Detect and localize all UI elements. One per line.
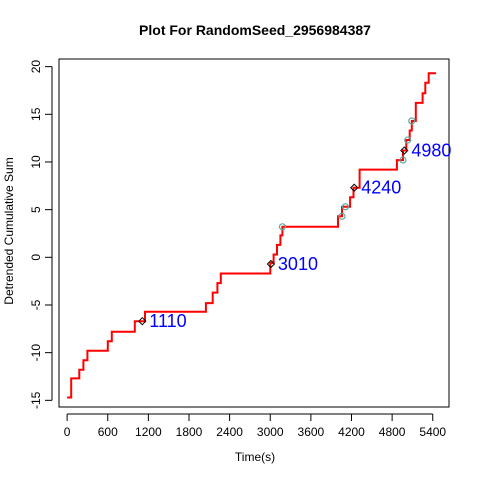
y-tick-label: 20 — [29, 60, 43, 74]
y-axis: -15 -10 -5 0 5 10 15 20 — [29, 60, 53, 409]
change-point-marker — [350, 183, 359, 192]
secondary-marker — [399, 156, 407, 164]
change-point-label: 4240 — [361, 178, 401, 198]
secondary-marker — [338, 212, 346, 220]
annotation-layer: 1110 3010 4240 4980 — [149, 141, 451, 332]
x-tick-label: 1800 — [176, 425, 203, 439]
y-tick-label: -10 — [29, 344, 43, 362]
series-line — [67, 72, 437, 399]
chart-title: Plot For RandomSeed_2956984387 — [139, 22, 371, 38]
change-point-marker — [266, 259, 276, 269]
x-tick-label: 1200 — [135, 425, 162, 439]
change-point-marker — [400, 146, 409, 155]
change-point-marker — [138, 316, 147, 326]
x-tick-label: 0 — [64, 425, 71, 439]
change-point-label: 4980 — [411, 141, 451, 161]
y-tick-label: -15 — [29, 391, 43, 409]
secondary-marker — [408, 117, 416, 125]
secondary-marker — [341, 203, 350, 211]
y-tick-label: -5 — [29, 299, 43, 310]
x-tick-label: 4800 — [379, 425, 406, 439]
plot-frame — [58, 58, 450, 408]
secondary-marker — [278, 223, 287, 231]
secondary-marker — [404, 136, 412, 144]
y-axis-label: Detrended Cumulative Sum — [2, 157, 16, 304]
change-point-label: 1110 — [149, 311, 186, 331]
marker-layer — [138, 117, 416, 326]
y-tick-label: 10 — [29, 155, 43, 169]
y-tick-label: 0 — [29, 254, 43, 261]
y-tick-label: 15 — [29, 107, 43, 121]
x-tick-label: 2400 — [216, 425, 243, 439]
y-tick-label: 5 — [29, 206, 43, 213]
x-tick-label: 5400 — [419, 425, 446, 439]
change-point-label: 3010 — [278, 254, 318, 274]
x-tick-label: 600 — [98, 425, 118, 439]
series-layer — [67, 72, 437, 399]
x-axis: 0 600 1200 1800 2400 3000 3600 4200 4800 5400 — [64, 413, 446, 439]
x-tick-label: 3600 — [298, 425, 325, 439]
x-axis-label: Time(s) — [235, 450, 275, 464]
x-tick-label: 3000 — [257, 425, 284, 439]
x-tick-label: 4200 — [338, 425, 365, 439]
